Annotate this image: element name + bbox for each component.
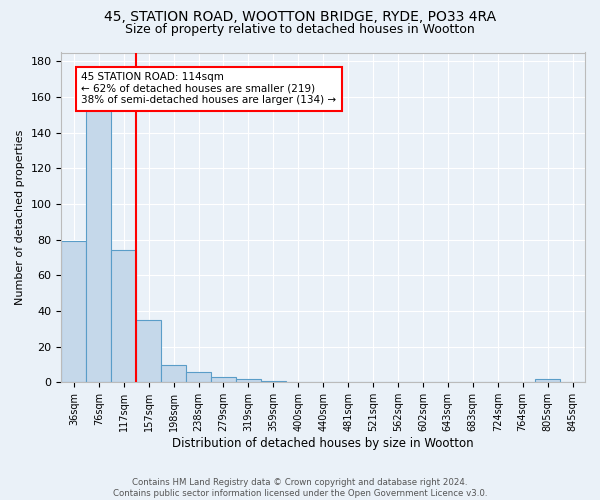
Text: Size of property relative to detached houses in Wootton: Size of property relative to detached ho… (125, 22, 475, 36)
Bar (111, 250, 136, 382)
Text: Contains HM Land Registry data © Crown copyright and database right 2024.
Contai: Contains HM Land Registry data © Crown c… (113, 478, 487, 498)
Bar (186, 372, 211, 382)
Bar (236, 379, 261, 382)
Bar (535, 379, 560, 382)
Bar (136, 320, 161, 382)
Text: 45 STATION ROAD: 114sqm
← 62% of detached houses are smaller (219)
38% of semi-d: 45 STATION ROAD: 114sqm ← 62% of detache… (82, 72, 337, 106)
X-axis label: Distribution of detached houses by size in Wootton: Distribution of detached houses by size … (172, 437, 474, 450)
Bar (161, 364, 186, 382)
Bar (261, 380, 286, 382)
Bar (61, 242, 86, 382)
Text: 45, STATION ROAD, WOOTTON BRIDGE, RYDE, PO33 4RA: 45, STATION ROAD, WOOTTON BRIDGE, RYDE, … (104, 10, 496, 24)
Bar (86, 96, 111, 383)
Bar (211, 377, 236, 382)
Y-axis label: Number of detached properties: Number of detached properties (15, 130, 25, 305)
